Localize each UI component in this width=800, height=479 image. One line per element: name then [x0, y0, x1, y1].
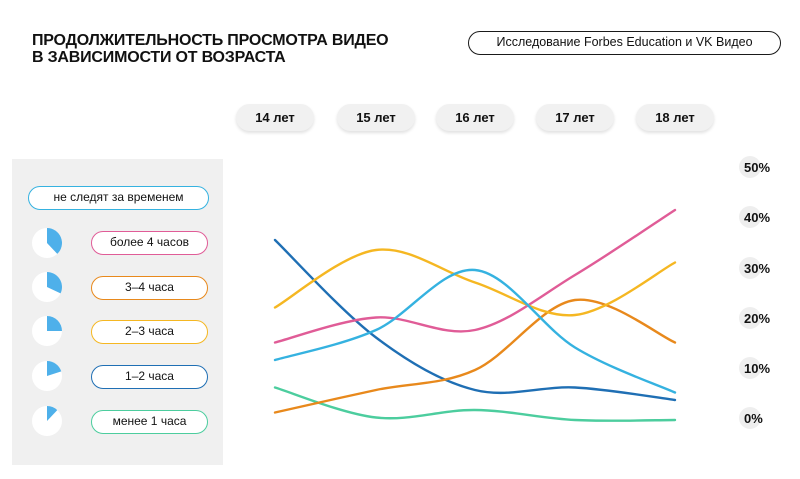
series-line-1 [273, 298, 677, 414]
series-line-2 [273, 248, 677, 317]
legend-pie-slice-0 [47, 228, 62, 254]
legend-item-more-4h: более 4 часов [91, 231, 208, 255]
series-line-5 [273, 268, 677, 394]
age-label-14: 14 лет [236, 104, 314, 131]
series-line-3 [273, 238, 677, 402]
y-tick-0: 0% [739, 407, 763, 429]
legend-no-time-tracking: не следят за временем [28, 186, 209, 210]
chart-title: Продолжительность просмотра видео в зави… [32, 32, 412, 66]
legend-item-2-3h: 2–3 часа [91, 320, 208, 344]
series-line-4 [273, 386, 677, 422]
legend-pie-icon-3 [32, 361, 62, 391]
legend-pie-icon-2 [32, 316, 62, 346]
legend-pie-icon-1 [32, 272, 62, 302]
legend-pie-icon-0 [32, 228, 62, 258]
y-tick-30: 30% [738, 257, 771, 279]
legend-pie-slice-1 [47, 272, 62, 294]
chart-title-line-1: Продолжительность просмотра видео [32, 32, 389, 49]
age-label-15: 15 лет [337, 104, 415, 131]
legend-pie-slice-3 [47, 361, 62, 376]
series-line-0 [273, 208, 677, 344]
source-badge: Исследование Forbes Education и VK Видео [468, 31, 781, 55]
y-tick-10: 10% [738, 357, 771, 379]
legend-pie-icon-4 [32, 406, 62, 436]
legend-item-3-4h: 3–4 часа [91, 276, 208, 300]
age-label-16: 16 лет [436, 104, 514, 131]
chart-title-line-2: в зависимости от возраста [32, 49, 286, 66]
legend-item-1-2h: 1–2 часа [91, 365, 208, 389]
age-label-18: 18 лет [636, 104, 714, 131]
legend-item-less-1h: менее 1 часа [91, 410, 208, 434]
age-label-17: 17 лет [536, 104, 614, 131]
legend-pie-slice-4 [47, 406, 58, 421]
y-tick-20: 20% [738, 307, 771, 329]
y-tick-50: 50% [738, 156, 771, 178]
y-tick-40: 40% [738, 206, 771, 228]
legend-pie-slice-2 [47, 316, 62, 331]
